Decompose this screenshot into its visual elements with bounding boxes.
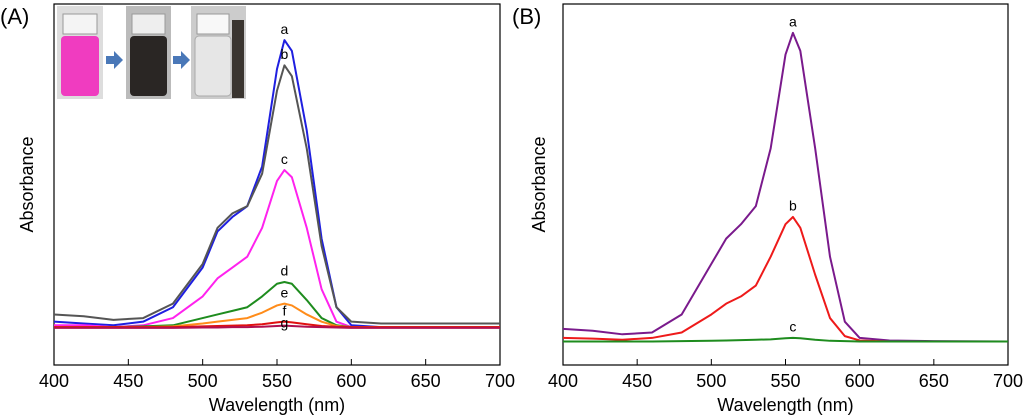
series-label: f xyxy=(282,302,286,318)
series-line xyxy=(562,215,1008,343)
x-tick-label: 600 xyxy=(336,371,366,391)
x-tick-label: 550 xyxy=(770,371,800,391)
x-tick-label: 400 xyxy=(548,371,578,391)
series-label: c xyxy=(281,151,288,167)
x-axis-label: Wavelength (nm) xyxy=(717,395,853,415)
panel-title: (B) xyxy=(512,4,541,29)
series-label: d xyxy=(281,263,289,279)
arrow xyxy=(106,51,123,69)
series-label: e xyxy=(281,284,289,300)
x-tick-label: 450 xyxy=(113,371,143,391)
series-line xyxy=(563,336,1008,343)
series-line xyxy=(53,39,500,329)
series-label: b xyxy=(789,198,797,214)
series-label: g xyxy=(281,314,289,330)
y-axis-label: Absorbance xyxy=(17,136,37,232)
y-axis-label: Absorbance xyxy=(529,136,549,232)
arrow xyxy=(173,51,190,69)
x-tick-label: 450 xyxy=(622,371,652,391)
x-tick-label: 700 xyxy=(993,371,1023,391)
series-line xyxy=(54,169,500,329)
x-tick-label: 400 xyxy=(39,371,69,391)
x-tick-label: 500 xyxy=(188,371,218,391)
x-tick-label: 700 xyxy=(485,371,515,391)
series-line xyxy=(53,64,500,325)
inset-photos xyxy=(57,6,246,99)
x-axis-label: Wavelength (nm) xyxy=(209,395,345,415)
series-label: b xyxy=(281,46,289,62)
x-tick-label: 650 xyxy=(411,371,441,391)
x-tick-label: 550 xyxy=(262,371,292,391)
panel-title: (A) xyxy=(0,4,29,29)
x-tick-label: 650 xyxy=(919,371,949,391)
series-line xyxy=(562,31,1009,343)
x-tick-label: 500 xyxy=(696,371,726,391)
series-label: a xyxy=(281,21,289,37)
series-label: c xyxy=(789,319,796,335)
series-line xyxy=(54,324,500,329)
series-label: a xyxy=(789,14,797,30)
x-tick-label: 600 xyxy=(845,371,875,391)
